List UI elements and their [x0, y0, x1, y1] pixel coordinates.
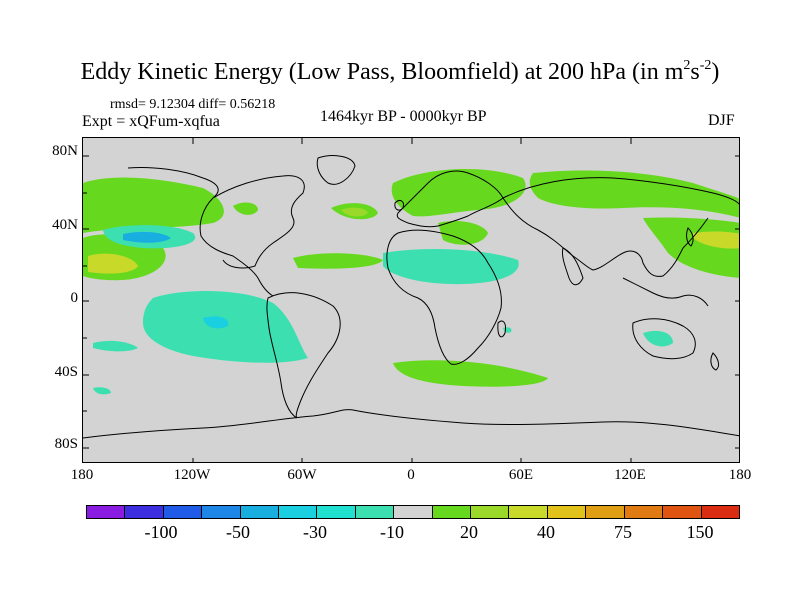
coast-north-america — [127, 167, 305, 297]
colorbar-label: -50 — [226, 522, 250, 542]
colorbar-swatch — [624, 506, 664, 518]
lon-label-0: 0 — [407, 467, 415, 483]
colorbar-swatch — [586, 506, 625, 518]
colorbar-label: 20 — [460, 522, 478, 542]
colorbar — [86, 505, 740, 519]
contour-yellow-east-asia — [693, 231, 739, 249]
coast-japan — [686, 227, 694, 247]
contour-green-middle-east — [438, 221, 488, 245]
colorbar-label: -100 — [144, 522, 178, 542]
colorbar-swatch — [240, 506, 280, 518]
contour-cyan-north-africa — [383, 248, 519, 285]
contour-yellow-mid-atlantic — [341, 207, 368, 217]
map-svg — [83, 138, 739, 462]
chart-title: Eddy Kinetic Energy (Low Pass, Bloomfiel… — [80, 58, 720, 86]
coastlines — [83, 155, 739, 439]
coast-asia — [502, 177, 739, 277]
colorbar-swatch — [87, 506, 126, 518]
coast-antarctica — [83, 409, 739, 439]
colorbar-label: 40 — [537, 522, 555, 542]
period-label: 1464kyr BP - 0000kyr BP — [320, 108, 487, 125]
contour-green-europe — [391, 168, 526, 217]
lat-label-80s: 80S — [54, 436, 78, 452]
coast-greenland — [316, 155, 356, 185]
experiment-label: Expt = xQFum-xqfua — [82, 113, 220, 130]
contour-cyan-south-atlantic — [93, 340, 138, 352]
contour-cyan-australia-south — [643, 330, 673, 347]
colorbar-swatch — [471, 506, 510, 518]
colorbar-swatch — [163, 506, 203, 518]
colorbar-swatch — [547, 506, 587, 518]
colorbar-swatch — [125, 506, 164, 518]
contour-green-asia — [529, 170, 739, 218]
stats-text: rmsd= 9.12304 diff= 0.56218 — [110, 97, 276, 112]
coast-australia — [632, 318, 696, 360]
colorbar-swatch — [663, 506, 702, 518]
colorbar-label: 75 — [614, 522, 632, 542]
coast-madagascar — [497, 320, 506, 338]
coast-india — [562, 247, 584, 286]
contour-green-north-pacific — [83, 177, 224, 233]
colorbar-swatch — [355, 506, 395, 518]
map-panel — [82, 137, 740, 463]
coast-africa — [386, 229, 502, 365]
lon-label-120w: 120W — [173, 467, 211, 483]
colorbar-swatch — [509, 506, 548, 518]
colorbar-label: -10 — [380, 522, 404, 542]
lon-label-60e: 60E — [508, 467, 534, 483]
contour-cyan-patagonia — [93, 387, 111, 395]
map-ticks — [83, 138, 739, 462]
lat-label-80n: 80N — [52, 143, 78, 159]
contour-blue-north-pacific — [123, 231, 171, 243]
lat-label-40s: 40S — [54, 364, 78, 380]
coast-south-america — [266, 292, 341, 419]
lat-label-0: 0 — [70, 290, 79, 306]
lon-label-60w: 60W — [287, 467, 317, 483]
coast-new-zealand — [710, 352, 720, 371]
contour-green-central-atlantic — [293, 253, 383, 269]
colorbar-label: 150 — [686, 522, 714, 542]
colorbar-swatch — [394, 506, 433, 518]
contour-yellow-west-pacific — [88, 253, 138, 274]
lat-label-40n: 40N — [52, 217, 78, 233]
season-label: DJF — [708, 112, 735, 129]
colorbar-swatch — [317, 506, 356, 518]
contour-blue-south-pacific — [203, 316, 229, 329]
lon-label-180w: 180 — [70, 467, 94, 483]
lon-label-180e: 180 — [728, 467, 752, 483]
coast-europe — [396, 170, 504, 228]
contour-green-south-atlantic — [393, 360, 548, 387]
colorbar-swatch — [202, 506, 241, 518]
colorbar-swatch — [432, 506, 472, 518]
contour-green-mid-atlantic-a — [233, 202, 258, 215]
colorbar-swatch — [279, 506, 318, 518]
colorbar-label: -30 — [303, 522, 327, 542]
coast-southeast-asia — [622, 277, 709, 307]
colorbar-swatch — [701, 506, 739, 518]
lon-label-120e: 120E — [614, 467, 646, 483]
contour-cyan-indian-ocean — [503, 327, 512, 333]
coast-uk — [394, 200, 404, 211]
